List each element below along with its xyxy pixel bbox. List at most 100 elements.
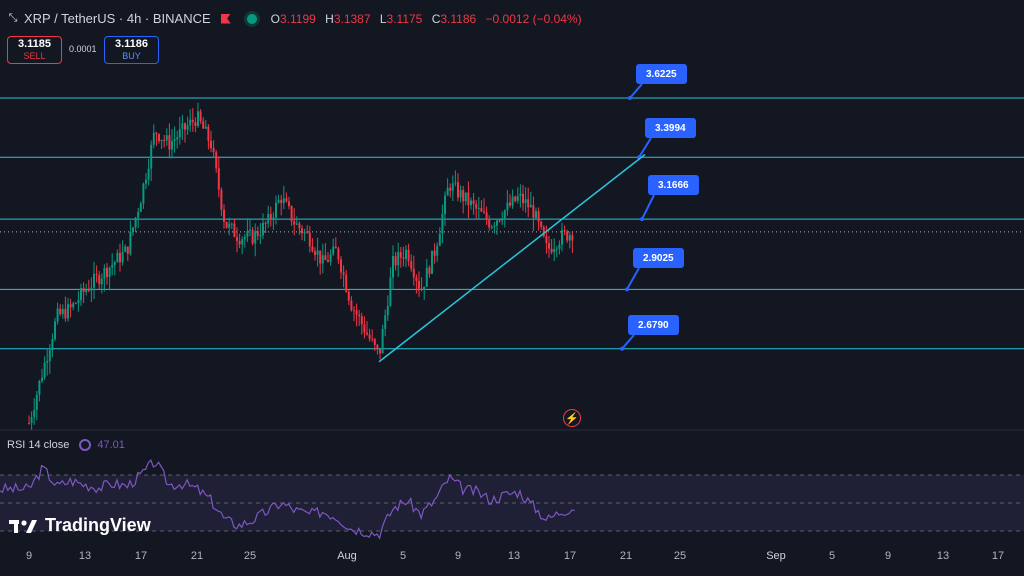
horizontal-levels[interactable] — [0, 83, 1024, 351]
candle-body — [423, 286, 426, 290]
candle-body — [316, 250, 319, 255]
candle-body — [566, 231, 569, 241]
candle-body — [163, 139, 166, 141]
candle-body — [251, 229, 254, 244]
candle-body — [61, 308, 64, 315]
candle-body — [275, 202, 277, 218]
level-anchor[interactable] — [620, 346, 624, 351]
candle-body — [329, 254, 332, 262]
candle-body — [449, 187, 452, 191]
candle-body — [85, 289, 88, 292]
level-price-label[interactable]: 3.6225 — [636, 64, 687, 84]
candle-body — [80, 288, 82, 301]
candle-body — [69, 304, 72, 308]
candle-body — [431, 250, 433, 274]
symbol-title[interactable]: XRP / TetherUS · 4h · BINANCE — [24, 11, 211, 26]
candle-body — [477, 208, 480, 210]
candle-body — [48, 350, 51, 362]
candle-body — [145, 179, 147, 184]
candle-body — [555, 248, 558, 250]
change-value: −0.0012 (−0.04%) — [485, 11, 582, 26]
lightning-icon[interactable]: ⚡ — [563, 409, 581, 427]
buy-button[interactable]: 3.1186 BUY — [104, 36, 159, 64]
candle-body — [540, 221, 543, 227]
candle-body — [475, 203, 478, 209]
candle-body — [363, 324, 366, 333]
candle-body — [199, 111, 202, 122]
candle-body — [472, 200, 475, 204]
candle-body — [402, 257, 405, 259]
level-anchor[interactable] — [628, 96, 632, 100]
candle-body — [124, 246, 127, 252]
trendline-layer[interactable] — [378, 153, 646, 363]
candle-body — [324, 255, 327, 261]
candle-body — [103, 267, 106, 279]
candle-body — [173, 139, 176, 142]
candle-body — [418, 280, 420, 289]
candle-body — [514, 196, 517, 201]
level-price-label[interactable]: 2.9025 — [633, 248, 684, 268]
candle-body — [332, 246, 335, 255]
candles — [28, 102, 574, 430]
brand-name: TradingView — [45, 515, 151, 535]
level-price-label[interactable]: 3.1666 — [648, 175, 699, 195]
candle-body — [165, 135, 168, 141]
candle-body — [301, 228, 303, 234]
market-open-dot-icon — [246, 13, 257, 24]
x-tick-label: 21 — [190, 550, 204, 562]
candle-body — [28, 422, 30, 424]
x-tick-label: 9 — [454, 550, 462, 562]
candle-body — [337, 248, 340, 260]
candle-body — [311, 246, 314, 252]
candle-body — [181, 123, 184, 130]
x-tick-label: 21 — [619, 550, 633, 562]
candle-body — [347, 291, 350, 301]
level-anchor[interactable] — [625, 287, 629, 292]
level-price-label[interactable]: 3.3994 — [645, 118, 696, 138]
candle-body — [82, 288, 85, 292]
candle-body — [238, 240, 241, 245]
candle-body — [568, 235, 571, 241]
collapse-arrows-icon[interactable]: ⤡ — [8, 12, 18, 24]
level-price-label[interactable]: 2.6790 — [628, 315, 679, 335]
flag-icon[interactable] — [220, 13, 231, 24]
rsi-settings-icon[interactable] — [79, 439, 92, 451]
candle-body — [194, 122, 197, 126]
candle-body — [467, 192, 470, 206]
candle-body — [558, 244, 561, 249]
candle-body — [550, 248, 553, 253]
candle-body — [535, 211, 537, 218]
candle-body — [342, 272, 345, 275]
candle-body — [314, 251, 316, 255]
candle-body — [64, 308, 67, 319]
trendline[interactable] — [378, 153, 646, 363]
candle-body — [285, 198, 288, 202]
rsi-label[interactable]: RSI 14 close — [7, 439, 70, 451]
candle-body — [72, 303, 75, 308]
candle-body — [254, 231, 257, 244]
candle-body — [298, 223, 301, 229]
x-tick-label: 17 — [563, 550, 577, 562]
x-tick-label: 5 — [828, 550, 836, 562]
candle-body — [389, 277, 392, 306]
candle-body — [108, 267, 111, 278]
candle-body — [249, 229, 251, 231]
candle-body — [129, 231, 132, 254]
candle-body — [524, 199, 527, 204]
candle-body — [277, 199, 280, 203]
level-anchor[interactable] — [640, 217, 644, 222]
candle-body — [454, 182, 457, 184]
candle-body — [197, 111, 199, 126]
sell-button[interactable]: 3.1185 SELL — [7, 36, 62, 64]
candle-body — [100, 278, 103, 285]
candle-body — [379, 349, 381, 354]
tradingview-logo[interactable]: TradingView — [9, 515, 151, 536]
candle-body — [126, 246, 129, 254]
x-tick-label: 13 — [936, 550, 950, 562]
candle-body — [111, 264, 114, 268]
candle-body — [74, 303, 77, 305]
candle-body — [259, 235, 262, 237]
candle-body — [184, 123, 186, 130]
